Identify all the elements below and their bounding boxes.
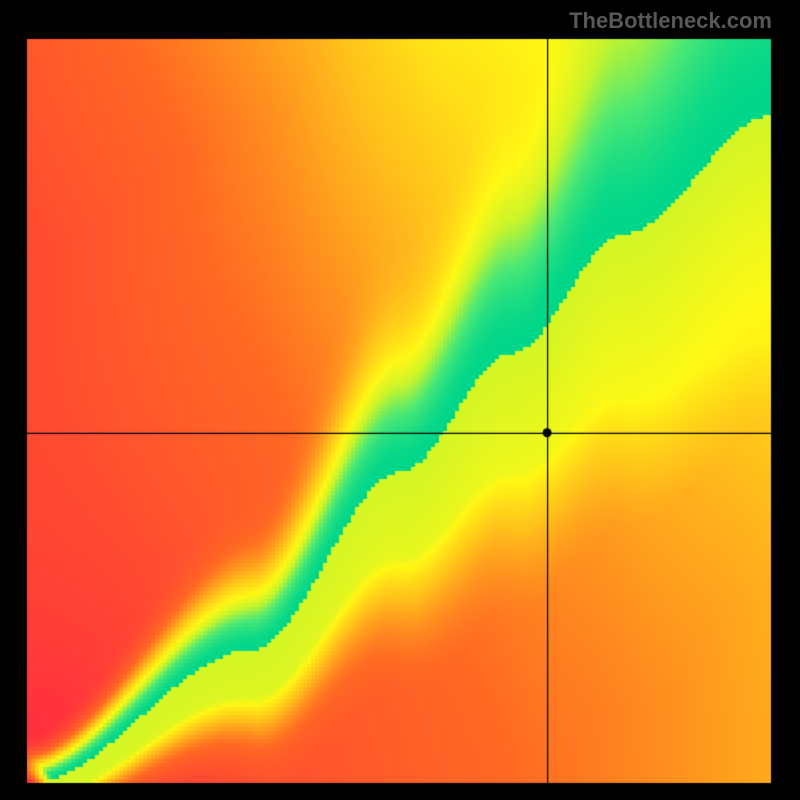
heatmap-canvas xyxy=(0,0,800,800)
chart-container: TheBottleneck.com xyxy=(0,0,800,800)
watermark-text: TheBottleneck.com xyxy=(569,8,772,34)
